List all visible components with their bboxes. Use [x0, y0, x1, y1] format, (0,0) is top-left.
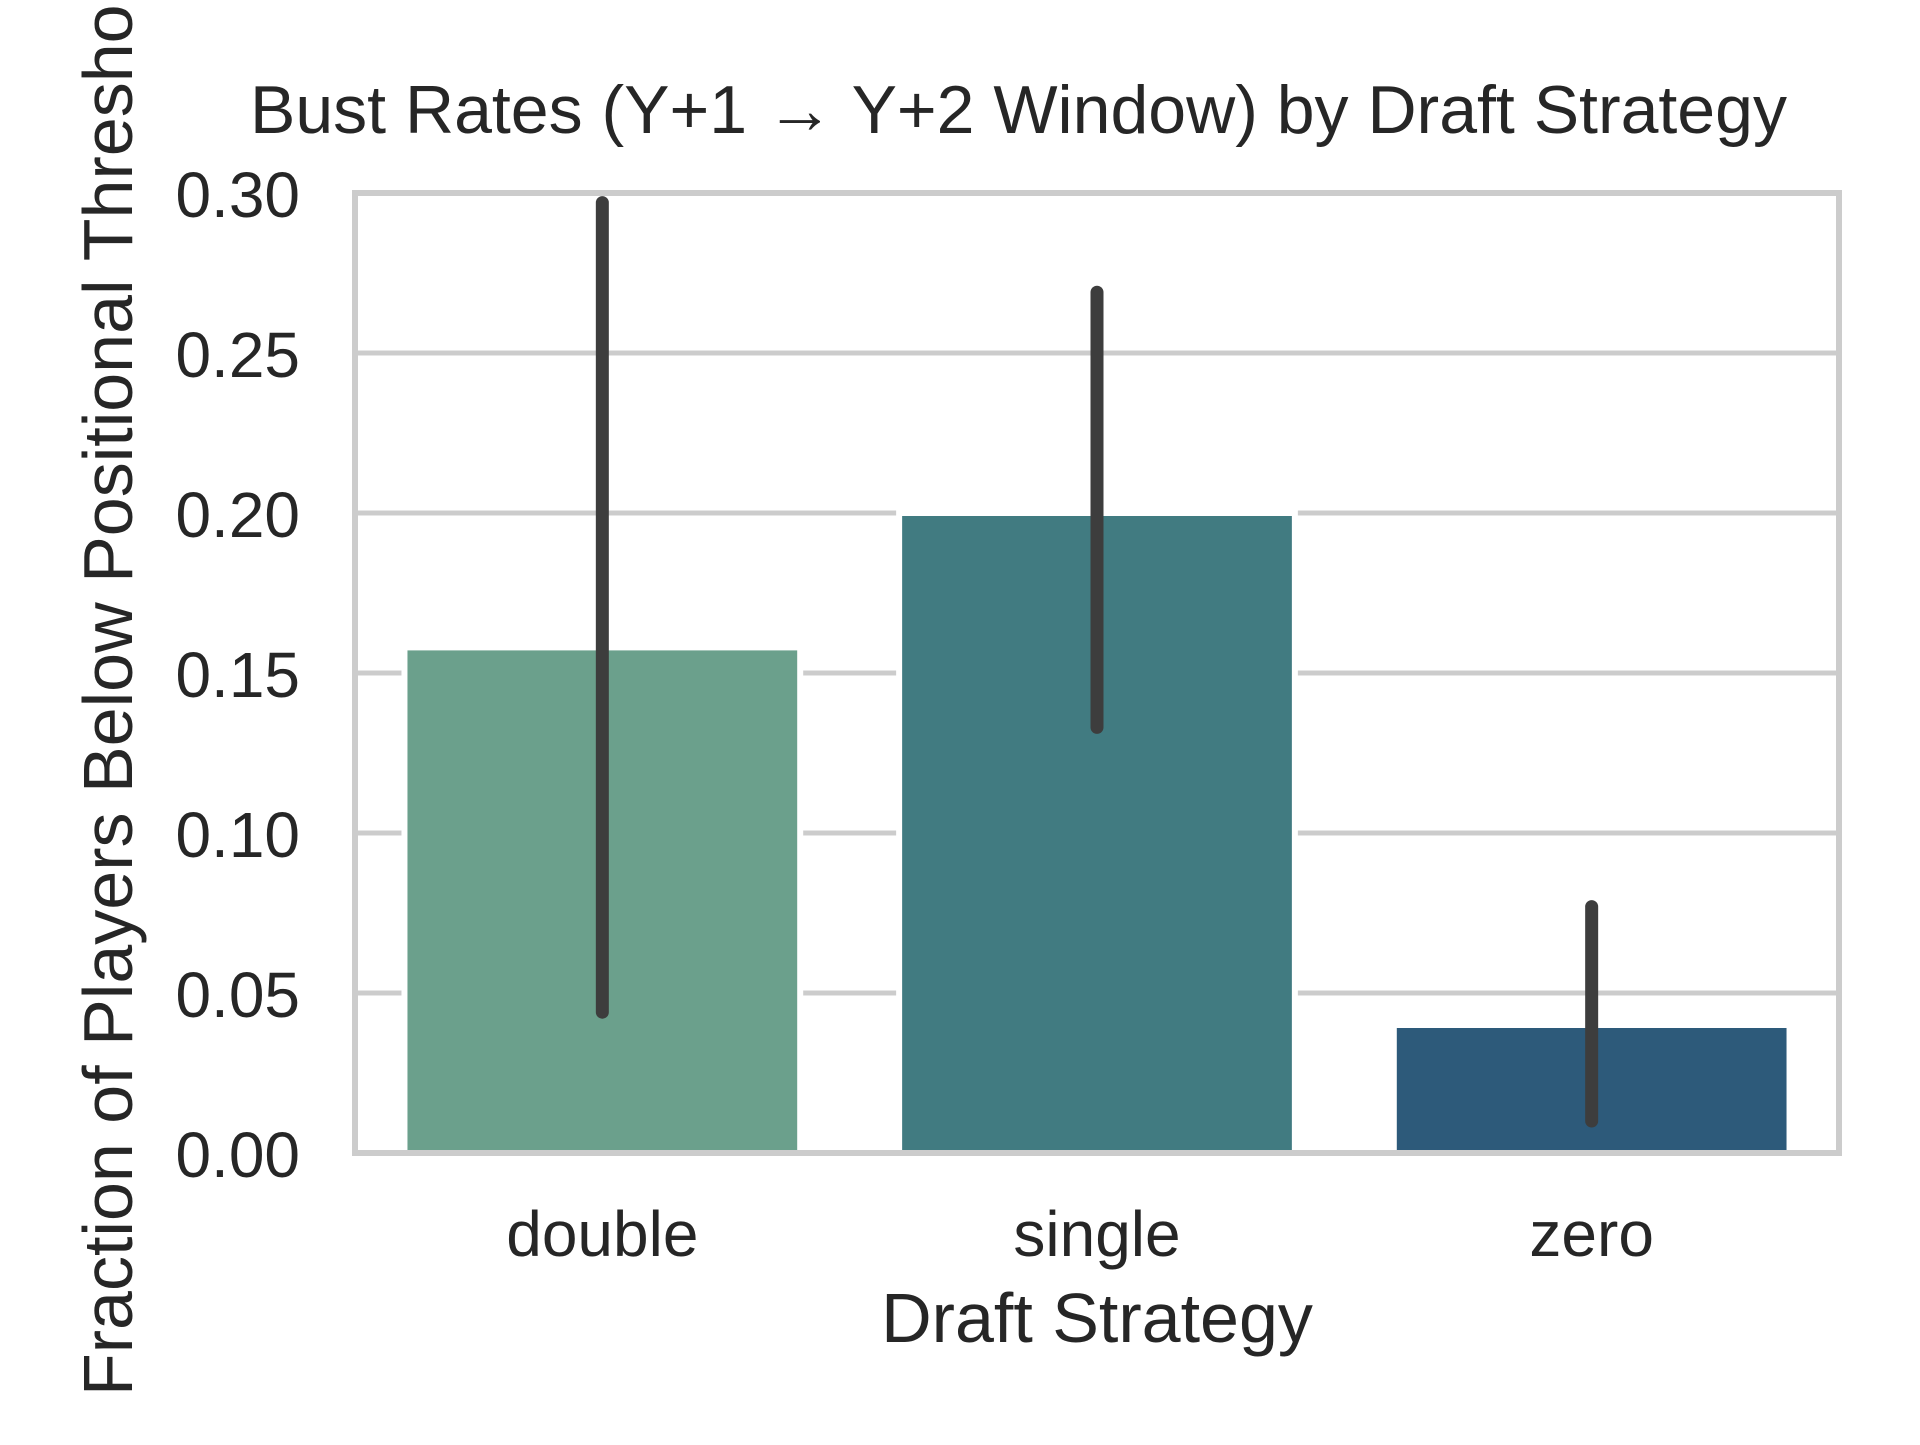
y-tick-label: 0.30: [175, 159, 300, 231]
y-tick-label: 0.25: [175, 319, 300, 391]
y-tick-label: 0.05: [175, 959, 300, 1031]
y-tick-label: 0.00: [175, 1119, 300, 1191]
y-tick-label: 0.10: [175, 799, 300, 871]
x-tick-label: zero: [1529, 1198, 1654, 1270]
errorbar-layer: [595, 196, 1599, 1128]
plot-frame: [352, 190, 1842, 1156]
y-tick-label: 0.20: [175, 479, 300, 551]
x-tick-label: single: [1013, 1198, 1180, 1270]
x-tick-label: double: [506, 1198, 698, 1270]
chart-title: Bust Rates (Y+1 → Y+2 Window) by Draft S…: [250, 72, 1787, 148]
y-tick-labels: 0.00 0.05 0.10 0.15 0.20 0.25 0.30: [175, 159, 300, 1191]
y-tick-label: 0.15: [175, 639, 300, 711]
x-axis-label: Draft Strategy: [881, 1279, 1313, 1357]
y-axis-label: Fraction of Players Below Positional Thr…: [69, 0, 147, 1396]
x-tick-labels: double single zero: [506, 1198, 1654, 1270]
